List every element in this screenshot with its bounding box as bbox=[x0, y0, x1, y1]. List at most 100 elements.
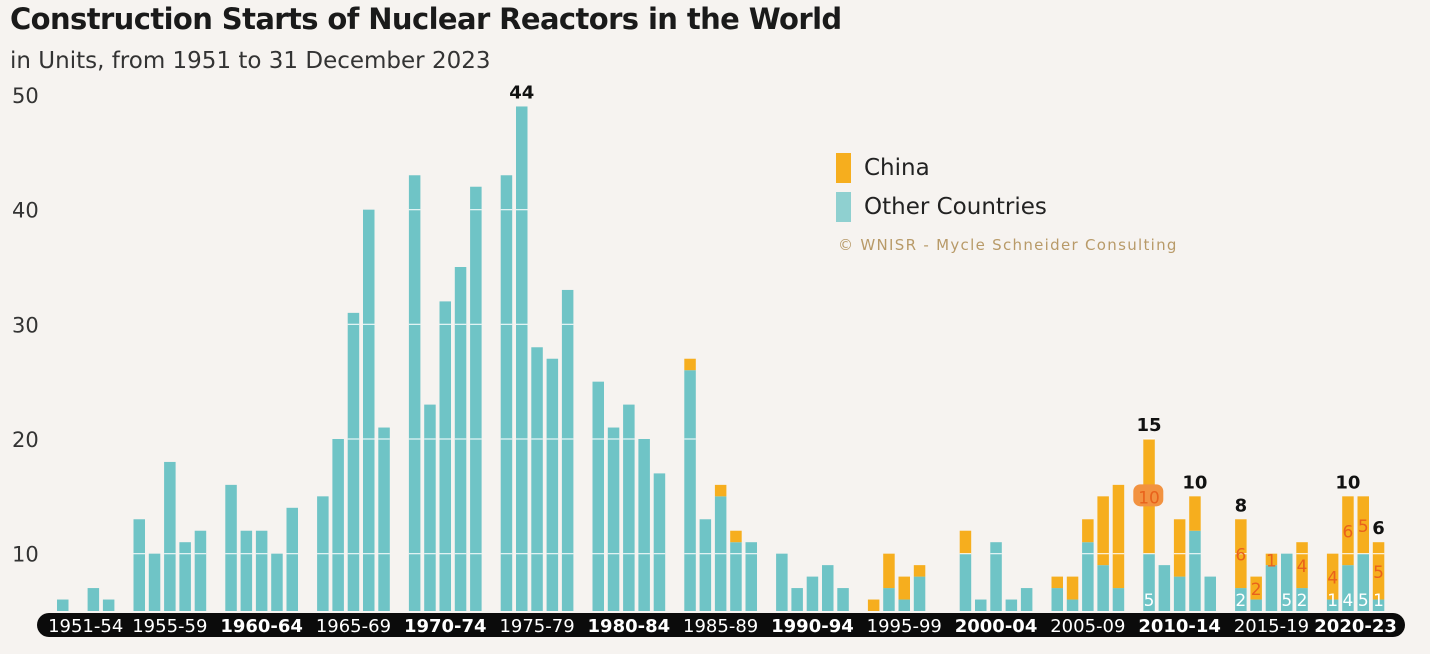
x-group-label: 1960-64 bbox=[220, 616, 303, 637]
data-label-other: 1 bbox=[1373, 591, 1384, 611]
data-label-china: 10 bbox=[1138, 488, 1160, 508]
x-group-label: 1990-94 bbox=[771, 616, 854, 637]
bar-other-1955-59-3 bbox=[179, 542, 191, 611]
bar-china-1985-89-2 bbox=[714, 484, 727, 497]
bar-other-2015-19-2 bbox=[1265, 565, 1278, 611]
legend-swatch-other bbox=[836, 191, 851, 222]
y-tick-label: 50 bbox=[12, 84, 39, 108]
bar-china-2015-19-1 bbox=[1250, 576, 1262, 600]
x-group-label: 2020-23 bbox=[1314, 616, 1397, 637]
bar-other-1975-79-0 bbox=[500, 175, 513, 611]
data-label-other: 1 bbox=[1327, 591, 1338, 611]
bar-other-1960-64-4 bbox=[286, 507, 298, 611]
y-tick-label: 10 bbox=[12, 543, 39, 567]
bar-other-2015-19-1 bbox=[1250, 599, 1262, 611]
data-label-china: 6 bbox=[1343, 523, 1354, 543]
data-label-other: 2 bbox=[1235, 591, 1246, 611]
bar-china-2000-04-0 bbox=[959, 530, 972, 554]
bar-other-2005-09-4 bbox=[1112, 588, 1125, 611]
bar-china-2005-09-4 bbox=[1112, 484, 1125, 589]
bar-china-2020-23-2 bbox=[1357, 496, 1369, 554]
bar-other-1985-89-1 bbox=[699, 519, 712, 611]
bar-other-2020-23-1 bbox=[1342, 565, 1354, 611]
bar-other-2010-14-0 bbox=[1143, 553, 1155, 611]
bar-other-1960-64-3 bbox=[271, 553, 283, 611]
legend: China Other Countries bbox=[836, 148, 1047, 226]
data-label-other: 2 bbox=[1297, 591, 1308, 611]
x-group-label: 1985-89 bbox=[683, 616, 758, 637]
bar-china-1995-99-0 bbox=[867, 599, 880, 611]
y-tick-label: 20 bbox=[12, 428, 39, 452]
legend-swatch-china bbox=[836, 152, 851, 183]
bar-other-1951-54-2 bbox=[87, 588, 100, 611]
bar-china-2005-09-0 bbox=[1051, 576, 1063, 589]
data-label-china: 5 bbox=[1358, 517, 1369, 537]
bar-other-1990-94-2 bbox=[806, 576, 819, 611]
bar-other-2005-09-1 bbox=[1066, 599, 1079, 611]
bar-other-1970-74-2 bbox=[439, 301, 451, 611]
bar-other-1980-84-0 bbox=[592, 381, 604, 611]
bar-other-1965-69-4 bbox=[378, 427, 390, 611]
data-label-other: 4 bbox=[1343, 591, 1354, 611]
bar-other-2000-04-4 bbox=[1020, 588, 1033, 611]
bar-other-1995-99-1 bbox=[883, 588, 895, 611]
bar-other-1955-59-0 bbox=[133, 519, 145, 611]
bar-china-2020-23-3 bbox=[1372, 542, 1385, 600]
bar-other-1980-84-3 bbox=[638, 439, 650, 611]
bar-other-1960-64-0 bbox=[225, 484, 237, 611]
bar-other-1975-79-3 bbox=[546, 358, 559, 611]
credit-line: © WNISR - Mycle Schneider Consulting bbox=[838, 236, 1178, 254]
bar-other-1980-84-1 bbox=[607, 427, 620, 611]
data-label-china: 6 bbox=[1235, 546, 1246, 566]
x-group-label: 1965-69 bbox=[316, 616, 391, 637]
bar-other-2015-19-4 bbox=[1296, 588, 1308, 611]
bar-other-1970-74-0 bbox=[408, 175, 421, 611]
bar-other-1990-94-0 bbox=[776, 553, 788, 611]
bar-other-1960-64-2 bbox=[255, 530, 268, 611]
bar-other-2010-14-1 bbox=[1158, 565, 1171, 611]
bar-other-2010-14-4 bbox=[1204, 576, 1216, 611]
bar-other-2015-19-0 bbox=[1235, 588, 1247, 611]
x-group-label: 1980-84 bbox=[588, 616, 671, 637]
data-label-total: 6 bbox=[1372, 518, 1385, 539]
bar-china-2020-23-1 bbox=[1342, 496, 1354, 566]
data-label-total: 15 bbox=[1137, 415, 1162, 436]
bar-china-1985-89-3 bbox=[730, 530, 742, 543]
x-group-label: 2015-19 bbox=[1234, 616, 1309, 637]
bar-china-1995-99-3 bbox=[913, 565, 926, 577]
data-label-total: 44 bbox=[509, 82, 534, 103]
x-group-label: 2010-14 bbox=[1138, 616, 1221, 637]
data-label-other: 5 bbox=[1144, 591, 1155, 611]
bar-other-2020-23-2 bbox=[1357, 553, 1369, 611]
bar-other-2000-04-0 bbox=[959, 553, 972, 611]
bar-china-2020-23-0 bbox=[1326, 553, 1339, 600]
bar-other-1965-69-2 bbox=[347, 312, 360, 611]
bar-other-2000-04-3 bbox=[1005, 599, 1018, 611]
data-label-china: 4 bbox=[1297, 557, 1308, 577]
x-group-label: 1970-74 bbox=[404, 616, 487, 637]
bar-other-2000-04-1 bbox=[975, 599, 987, 611]
x-group-label: 2000-04 bbox=[955, 616, 1038, 637]
x-group-label: 2005-09 bbox=[1050, 616, 1125, 637]
chart-title: Construction Starts of Nuclear Reactors … bbox=[10, 2, 842, 36]
data-label-china: 2 bbox=[1251, 580, 1262, 600]
bar-other-1955-59-4 bbox=[194, 530, 207, 611]
bar-other-1955-59-1 bbox=[148, 553, 161, 611]
bar-other-1955-59-2 bbox=[164, 461, 176, 611]
data-label-china: 1 bbox=[1266, 551, 1277, 571]
bar-other-2020-23-3 bbox=[1372, 599, 1385, 611]
bar-other-2010-14-3 bbox=[1189, 530, 1201, 611]
bar-china-1995-99-2 bbox=[898, 576, 910, 600]
data-label-other: 5 bbox=[1358, 591, 1369, 611]
bar-other-1990-94-3 bbox=[822, 565, 834, 611]
bar-china-1985-89-0 bbox=[684, 358, 696, 371]
bar-other-1975-79-1 bbox=[516, 106, 528, 611]
bar-china-2015-19-2 bbox=[1265, 553, 1278, 566]
bar-other-1975-79-4 bbox=[561, 289, 574, 611]
legend-item-other: Other Countries bbox=[836, 187, 1047, 226]
bar-other-1965-69-3 bbox=[363, 209, 375, 611]
x-axis-band bbox=[37, 613, 1405, 637]
bar-other-1990-94-4 bbox=[837, 588, 849, 611]
x-group-label: 1951-54 bbox=[48, 616, 123, 637]
